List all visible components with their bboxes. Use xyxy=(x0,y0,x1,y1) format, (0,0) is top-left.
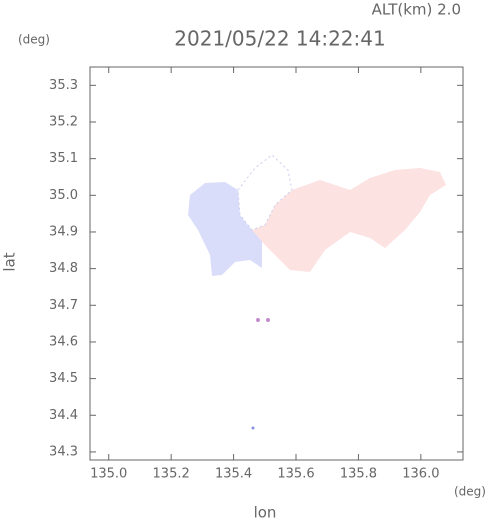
y-tick-label: 35.2 xyxy=(49,114,78,129)
y-axis-label: lat xyxy=(1,252,19,271)
x-tick-label: 135.8 xyxy=(340,467,377,482)
blue-echo xyxy=(188,182,262,276)
y-tick-label: 34.4 xyxy=(49,408,78,423)
y-tick-label: 34.7 xyxy=(49,298,78,313)
echo-dot xyxy=(256,318,260,322)
y-tick-label: 34.9 xyxy=(49,224,78,239)
x-tick-label: 135.6 xyxy=(277,467,314,482)
chart-title: 2021/05/22 14:22:41 xyxy=(174,27,385,51)
y-tick-label: 35.0 xyxy=(49,188,78,203)
echo-areas xyxy=(188,154,446,430)
x-tick-label: 135.2 xyxy=(153,467,190,482)
plot-frame xyxy=(89,66,464,461)
y-tick-label: 34.6 xyxy=(49,334,78,349)
x-unit: (deg) xyxy=(454,485,486,499)
y-tick-label: 35.1 xyxy=(49,151,78,166)
x-tick-label: 136.0 xyxy=(402,467,439,482)
y-unit: (deg) xyxy=(18,33,50,47)
clear-region xyxy=(237,154,293,231)
y-tick-label: 35.3 xyxy=(49,78,78,93)
x-tick-label: 135.0 xyxy=(90,467,127,482)
altitude: ALT(km) 2.0 xyxy=(372,1,461,19)
x-axis-label: lon xyxy=(254,504,277,522)
x-tick-label: 135.4 xyxy=(215,467,252,482)
y-tick-label: 34.8 xyxy=(49,261,78,276)
y-tick-label: 34.3 xyxy=(49,444,78,459)
echo-dot xyxy=(251,426,255,430)
echo-dot xyxy=(266,318,270,322)
y-tick-label: 34.5 xyxy=(49,371,78,386)
